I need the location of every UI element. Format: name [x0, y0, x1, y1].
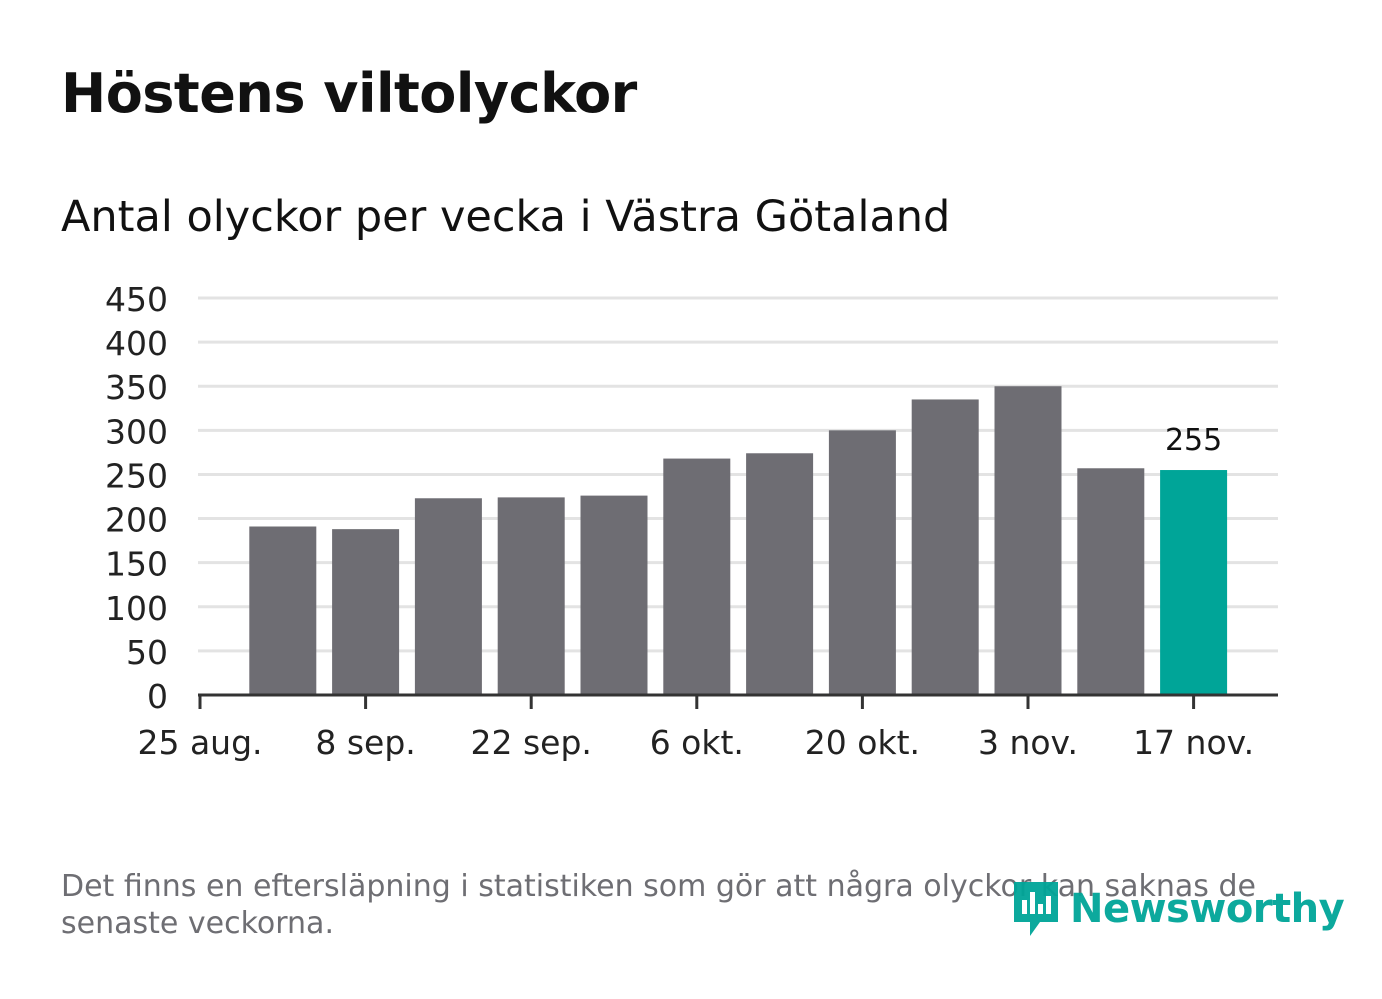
bar-chart: 0 50 100 150 200 250 300 350 400 450 255 25 aug. 8… — [105, 280, 1278, 762]
bar — [249, 526, 317, 695]
y-tick-label: 300 — [105, 412, 168, 451]
bar — [663, 458, 731, 695]
y-tick-label: 100 — [105, 589, 168, 628]
x-tick-label: 6 okt. — [650, 723, 744, 762]
newsworthy-logo: Newsworthy — [1010, 878, 1345, 940]
chart-title: Höstens viltolyckor — [61, 62, 637, 125]
newsworthy-logo-icon — [1014, 882, 1058, 936]
x-axis: 25 aug. 8 sep. 22 sep. 6 okt. 20 okt. 3 nov. 1… — [137, 693, 1278, 762]
chart-subtitle: Antal olyckor per vecka i Västra Götalan… — [61, 192, 951, 242]
newsworthy-logo-text: Newsworthy — [1070, 886, 1345, 932]
bar — [994, 386, 1062, 695]
x-tick-label: 8 sep. — [315, 723, 415, 762]
bar — [497, 497, 565, 695]
y-tick-label: 150 — [105, 545, 168, 584]
x-tick-label: 17 nov. — [1133, 723, 1254, 762]
y-axis-ticks: 0 50 100 150 200 250 300 350 400 450 — [105, 280, 168, 716]
bar — [414, 498, 482, 695]
bar-value-label: 255 — [1165, 423, 1222, 458]
y-tick-label: 200 — [105, 501, 168, 540]
bar-highlight — [1160, 470, 1228, 695]
x-tick-label: 25 aug. — [137, 723, 262, 762]
y-tick-label: 250 — [105, 456, 168, 495]
bar — [1077, 468, 1145, 695]
y-tick-label: 50 — [126, 633, 168, 672]
x-tick-label: 22 sep. — [470, 723, 591, 762]
y-tick-label: 0 — [147, 677, 168, 716]
bar — [332, 529, 400, 695]
y-tick-label: 400 — [105, 324, 168, 363]
data-labels: 255 — [1165, 423, 1222, 458]
x-tick-label: 20 okt. — [805, 723, 920, 762]
bar — [580, 495, 648, 695]
bar — [911, 399, 979, 695]
y-tick-label: 450 — [105, 280, 168, 319]
bar — [828, 430, 896, 695]
x-tick-label: 3 nov. — [978, 723, 1078, 762]
bar — [746, 453, 814, 695]
bars — [249, 386, 1228, 695]
y-tick-label: 350 — [105, 368, 168, 407]
